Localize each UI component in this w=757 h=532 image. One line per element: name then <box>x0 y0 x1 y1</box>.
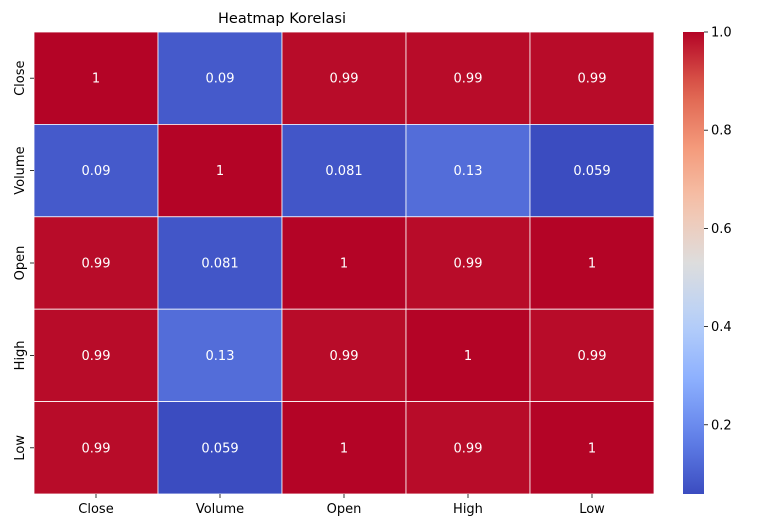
cell-annotation: 0.99 <box>82 349 111 364</box>
cell-annotation: 0.059 <box>573 164 610 179</box>
colorbar-ticks: 0.2 0.4 0.6 0.8 1.0 <box>704 26 732 433</box>
colorbar-tick-label: 0.2 <box>711 418 732 433</box>
heatmap-cell <box>157 31 283 125</box>
x-tick-label: Close <box>78 502 113 517</box>
heatmap-cell <box>281 31 407 125</box>
heatmap-cell <box>529 124 655 218</box>
heatmap-cell <box>529 308 655 403</box>
cell-annotation: 0.99 <box>330 72 359 87</box>
heatmap-cell <box>33 31 159 125</box>
heatmap-cell <box>281 308 407 403</box>
cell-annotation: 0.081 <box>201 257 238 272</box>
cell-annotation: 0.99 <box>578 72 607 87</box>
y-tick-label: High <box>13 340 28 370</box>
heatmap-cell <box>281 124 407 218</box>
heatmap-cell <box>405 31 531 125</box>
heatmap-cell <box>157 216 283 310</box>
x-axis-ticks: Close Volume Open High Low <box>78 494 605 517</box>
cell-annotation: 0.99 <box>454 72 483 87</box>
cell-annotation: 1 <box>216 164 224 179</box>
colorbar-tick-label: 0.4 <box>711 320 732 335</box>
heatmap-cell <box>529 216 655 310</box>
heatmap-cell <box>157 308 283 403</box>
heatmap-cell <box>405 308 531 403</box>
cell-annotation: 1 <box>464 349 472 364</box>
cell-annotation: 0.09 <box>82 164 111 179</box>
cell-annotation: 0.99 <box>454 257 483 272</box>
x-tick-label: Open <box>327 502 362 517</box>
chart-title: Heatmap Korelasi <box>218 11 346 27</box>
heatmap-cell <box>529 401 655 495</box>
cell-annotation: 0.09 <box>206 72 235 87</box>
heatmap-cell <box>529 31 655 125</box>
cell-annotation: 0.99 <box>82 257 111 272</box>
y-tick-label: Volume <box>13 146 28 194</box>
x-tick-label: Low <box>579 502 605 517</box>
cell-annotation: 1 <box>588 257 596 272</box>
heatmap-cell <box>157 401 283 495</box>
colorbar <box>683 32 704 494</box>
cell-annotation: 1 <box>588 441 596 456</box>
y-tick-label: Low <box>13 435 28 461</box>
x-tick-label: Volume <box>196 502 244 517</box>
cell-annotation: 0.13 <box>454 164 483 179</box>
cell-annotation: 1 <box>340 257 348 272</box>
heatmap-cells <box>33 31 655 495</box>
cell-annotation: 0.059 <box>201 441 238 456</box>
cell-annotation: 1 <box>92 72 100 87</box>
y-axis-ticks: Close Volume Open High Low <box>13 60 34 461</box>
colorbar-tick-label: 0.6 <box>711 222 732 237</box>
heatmap-cell <box>33 401 159 495</box>
cell-annotation: 0.99 <box>330 349 359 364</box>
cell-annotation: 0.99 <box>82 441 111 456</box>
heatmap-cell <box>281 216 407 310</box>
heatmap-cell <box>33 124 159 218</box>
cell-annotation: 1 <box>340 441 348 456</box>
cell-annotation: 0.13 <box>206 349 235 364</box>
heatmap-cell <box>405 216 531 310</box>
x-tick-label: High <box>453 502 483 517</box>
colorbar-tick-label: 1.0 <box>711 26 732 41</box>
heatmap-cell <box>281 401 407 495</box>
cell-annotation: 0.99 <box>454 441 483 456</box>
heatmap-annotations: 1 0.09 0.99 0.99 0.99 0.09 1 0.081 0.13 0.059 0.99… <box>82 72 611 457</box>
y-tick-label: Open <box>13 246 28 281</box>
cell-annotation: 0.99 <box>578 349 607 364</box>
colorbar-tick-label: 0.8 <box>711 124 732 139</box>
cell-annotation: 0.081 <box>325 164 362 179</box>
y-tick-label: Close <box>13 60 28 95</box>
